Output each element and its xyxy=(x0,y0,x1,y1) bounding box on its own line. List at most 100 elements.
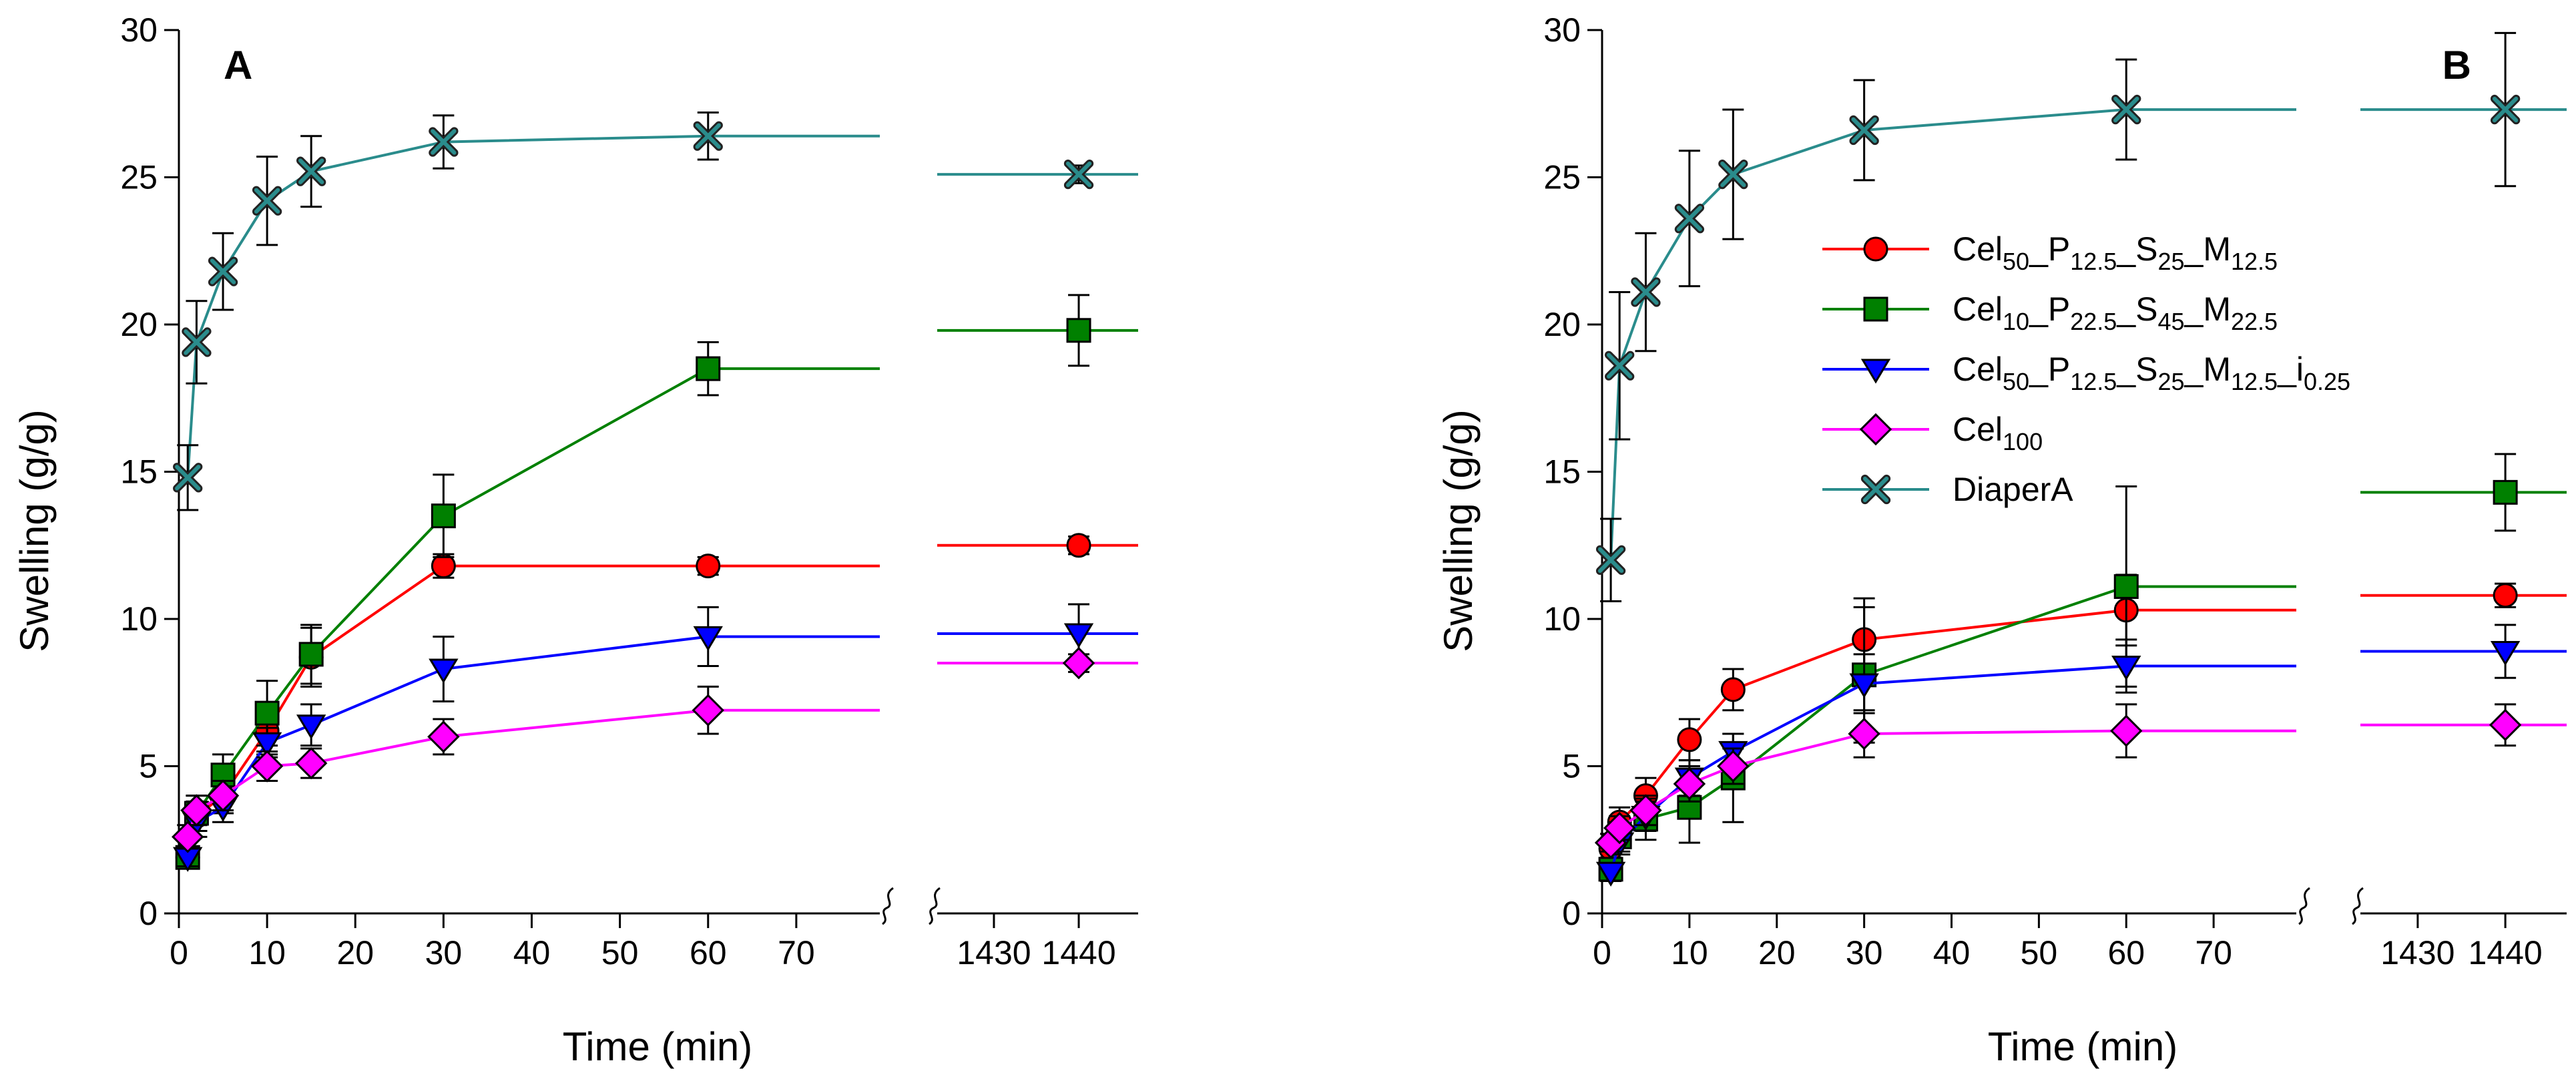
y-tick-label: 15 xyxy=(1543,453,1581,491)
x-tick-label: 1440 xyxy=(2469,934,2543,971)
series-diaper xyxy=(173,111,1138,511)
data-point xyxy=(429,127,459,157)
legend-entry-cel50: Cel50_P12.5_S25_M12.5 xyxy=(1822,230,2278,275)
data-point xyxy=(1603,811,1636,845)
data-point xyxy=(206,779,240,812)
legend-label-subscript: 22.5 xyxy=(2231,308,2278,335)
x-tick-label: 60 xyxy=(690,934,727,971)
data-point xyxy=(693,626,723,652)
legend-marker xyxy=(1860,474,1891,505)
legend-label-text: _M xyxy=(2184,290,2231,328)
axis-break-mark xyxy=(2298,887,2310,925)
legend-entry-cel50i: Cel50_P12.5_S25_M12.5_i0.25 xyxy=(1822,351,2350,395)
y-tick-label: 10 xyxy=(1543,600,1581,638)
legend-entry-cel10: Cel10_P22.5_S45_M22.5 xyxy=(1822,290,2278,335)
data-point xyxy=(2493,479,2518,505)
axis-break-mark xyxy=(928,887,941,925)
data-point xyxy=(2490,94,2521,125)
data-point xyxy=(1848,717,1880,750)
x-tick-label: 20 xyxy=(1758,934,1796,971)
data-point xyxy=(431,503,456,529)
legend: Cel50_P12.5_S25_M12.5 Cel10_P22.5_S45_M22… xyxy=(1822,230,2350,508)
legend-label-text: Cel xyxy=(1953,290,2003,328)
data-point xyxy=(1066,318,1091,343)
y-tick-label: 30 xyxy=(1543,11,1581,49)
x-tick-label: 1430 xyxy=(957,934,1031,971)
data-point xyxy=(296,714,326,740)
data-point xyxy=(427,720,460,753)
legend-label-text: _M xyxy=(2184,351,2231,388)
legend-marker xyxy=(1860,359,1891,384)
y-tick-label: 5 xyxy=(139,748,158,785)
data-point xyxy=(1629,794,1662,827)
data-point xyxy=(296,156,326,186)
x-tick-label: 1440 xyxy=(1041,934,1115,971)
legend-label-text: _M xyxy=(2184,230,2231,268)
panel-a: A Time (min) Swelling (g/g) 0 5 10 15 20 25 30… xyxy=(12,11,1138,1069)
data-point xyxy=(696,554,721,579)
panel-b: B Time (min) Swelling (g/g) Cel50_P12.5_… xyxy=(1436,11,2567,1069)
legend-label-text: Cel xyxy=(1953,411,2003,448)
data-point xyxy=(250,750,284,783)
legend-label-text: _P xyxy=(2029,230,2070,268)
legend-label-text: _S xyxy=(2116,230,2157,268)
axis-break-mark xyxy=(2351,887,2364,925)
x-tick-label: 50 xyxy=(2021,934,2058,971)
data-point xyxy=(1066,533,1091,558)
data-point xyxy=(252,732,282,757)
legend-label: Cel50_P12.5_S25_M12.5 xyxy=(1953,230,2278,275)
axis-break-mark xyxy=(881,887,894,925)
x-tick-label: 30 xyxy=(425,934,463,971)
data-point xyxy=(2113,574,2139,599)
x-tick-label: 40 xyxy=(1933,934,1971,971)
x-tick-label: 10 xyxy=(248,934,286,971)
data-point xyxy=(1674,204,1705,234)
x-tick-label: 1430 xyxy=(2380,934,2455,971)
y-axis-title: Swelling (g/g) xyxy=(12,409,57,652)
data-point xyxy=(173,463,203,493)
data-point xyxy=(1673,767,1706,801)
legend-label-subscript: 12.5 xyxy=(2070,248,2117,275)
data-point xyxy=(1595,545,1626,575)
data-point xyxy=(1063,159,1094,190)
data-point xyxy=(2111,656,2141,681)
data-point xyxy=(182,327,212,357)
legend-label-text: Cel xyxy=(1953,230,2003,268)
data-point xyxy=(254,700,280,726)
legend-label: Cel100 xyxy=(1953,411,2043,455)
y-tick-label: 5 xyxy=(1562,748,1581,785)
y-tick-label: 0 xyxy=(1562,895,1581,932)
data-point xyxy=(1720,677,1746,702)
y-tick-label: 25 xyxy=(1543,159,1581,196)
legend-label-subscript: 12.5 xyxy=(2070,368,2117,395)
legend-marker xyxy=(1859,413,1892,446)
series-cel100 xyxy=(1594,703,2567,859)
y-tick-label: 10 xyxy=(120,600,158,638)
data-point xyxy=(2110,714,2143,747)
series-line xyxy=(186,134,880,478)
data-point xyxy=(1063,623,1094,648)
panel-label: A xyxy=(224,43,252,87)
y-tick-label: 15 xyxy=(120,453,158,491)
series-diaper xyxy=(1595,31,2567,603)
data-point xyxy=(2111,94,2141,125)
legend-marker xyxy=(1863,236,1888,262)
data-point xyxy=(429,658,459,684)
series-line xyxy=(1609,108,2296,560)
x-tick-label: 30 xyxy=(1846,934,1883,971)
data-point xyxy=(1677,727,1702,752)
legend-label: DiaperA xyxy=(1953,471,2073,508)
legend-label-subscript: 45 xyxy=(2158,308,2185,335)
legend-label-subscript: 12.5 xyxy=(2231,368,2278,395)
x-tick-label: 50 xyxy=(601,934,639,971)
legend-label-subscript: 50 xyxy=(2003,248,2029,275)
x-axis-title: Time (min) xyxy=(1988,1024,2177,1069)
data-point xyxy=(1717,750,1750,783)
legend-label-subscript: 0.25 xyxy=(2304,368,2350,395)
legend-label: Cel50_P12.5_S25_M12.5_i0.25 xyxy=(1953,351,2350,395)
legend-label-subscript: 12.5 xyxy=(2231,248,2278,275)
data-point xyxy=(1595,861,1626,887)
legend-label-subscript: 50 xyxy=(2003,368,2029,395)
legend-marker xyxy=(1863,296,1888,322)
legend-label-text: _P xyxy=(2029,351,2070,388)
